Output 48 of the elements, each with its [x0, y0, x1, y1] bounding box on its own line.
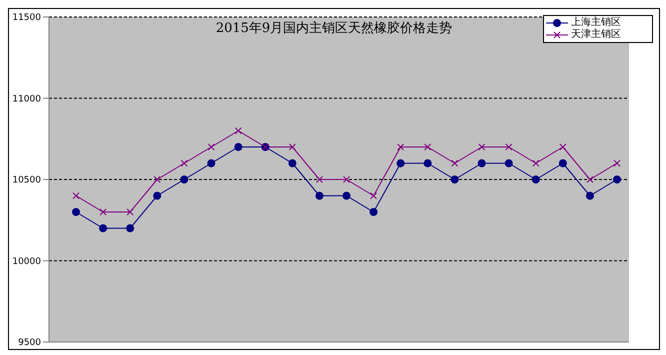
point: [532, 160, 540, 167]
point: [126, 224, 134, 232]
point: [100, 208, 107, 216]
point: [397, 144, 404, 150]
point: [207, 159, 216, 168]
point: [315, 192, 324, 200]
point: [586, 176, 594, 183]
point: [424, 159, 432, 168]
point: [478, 144, 486, 150]
point: [180, 176, 188, 184]
y-tick-label: 10000: [12, 256, 42, 267]
point: [504, 159, 513, 168]
point: [342, 192, 350, 200]
y-tick-label: 9500: [18, 338, 42, 348]
point: [126, 208, 134, 216]
chart-title: 2015年9月国内主销区天然橡胶价格走势: [216, 21, 452, 36]
point: [343, 176, 350, 183]
point: [532, 176, 540, 184]
point: [558, 159, 567, 168]
point: [72, 192, 80, 200]
point: [208, 144, 215, 150]
point: [505, 144, 512, 150]
point: [424, 144, 432, 150]
legend-label: 上海主销区: [571, 17, 621, 28]
point: [370, 192, 378, 200]
point: [370, 208, 378, 216]
y-tick-label: 11500: [12, 13, 42, 24]
y-tick-label: 10500: [12, 176, 42, 186]
point: [559, 144, 566, 150]
point: [613, 176, 621, 184]
point: [154, 176, 161, 183]
y-tick-label: 11000: [12, 94, 42, 104]
point: [72, 208, 80, 216]
point: [99, 224, 108, 232]
point: [316, 176, 323, 183]
point: [450, 176, 459, 184]
point: [288, 159, 296, 168]
point: [153, 192, 162, 200]
point: [234, 143, 242, 151]
point: [234, 127, 242, 134]
point: [180, 160, 188, 167]
point: [451, 160, 458, 167]
point: [614, 160, 620, 167]
legend-label: 天津主销区: [571, 29, 621, 41]
point: [586, 192, 594, 200]
point: [478, 159, 486, 168]
point: [396, 159, 405, 168]
point: [288, 144, 296, 150]
